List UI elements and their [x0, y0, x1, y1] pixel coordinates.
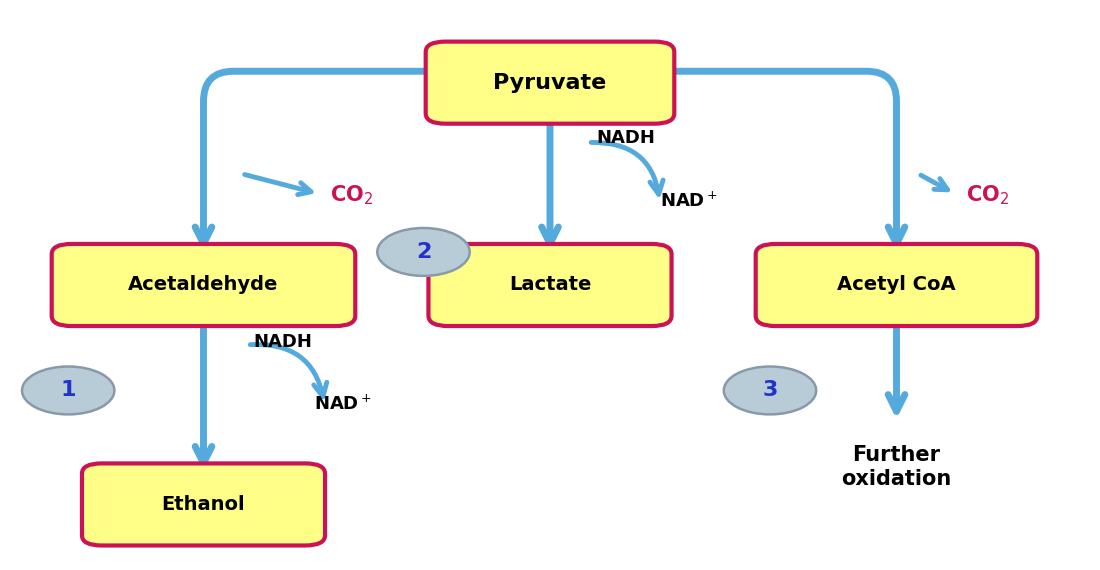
Text: 2: 2: [416, 242, 431, 262]
Circle shape: [724, 367, 816, 414]
Text: Further
oxidation: Further oxidation: [842, 445, 952, 490]
Text: Lactate: Lactate: [509, 275, 591, 295]
Circle shape: [377, 228, 470, 276]
Text: NADH: NADH: [596, 129, 656, 147]
FancyBboxPatch shape: [52, 244, 355, 326]
Text: 3: 3: [762, 380, 778, 401]
Text: CO$_2$: CO$_2$: [966, 183, 1009, 207]
FancyBboxPatch shape: [426, 42, 674, 124]
Text: NADH: NADH: [253, 333, 312, 351]
Text: 1: 1: [60, 380, 76, 401]
Text: NAD$^+$: NAD$^+$: [660, 191, 718, 210]
Text: Pyruvate: Pyruvate: [494, 72, 606, 93]
Text: NAD$^+$: NAD$^+$: [314, 394, 372, 413]
Text: Acetaldehyde: Acetaldehyde: [129, 275, 278, 295]
Text: Ethanol: Ethanol: [162, 495, 245, 514]
Circle shape: [22, 367, 114, 414]
FancyBboxPatch shape: [81, 463, 326, 545]
FancyBboxPatch shape: [756, 244, 1037, 326]
Text: Acetyl CoA: Acetyl CoA: [837, 275, 956, 295]
Text: CO$_2$: CO$_2$: [330, 183, 373, 207]
FancyBboxPatch shape: [428, 244, 671, 326]
